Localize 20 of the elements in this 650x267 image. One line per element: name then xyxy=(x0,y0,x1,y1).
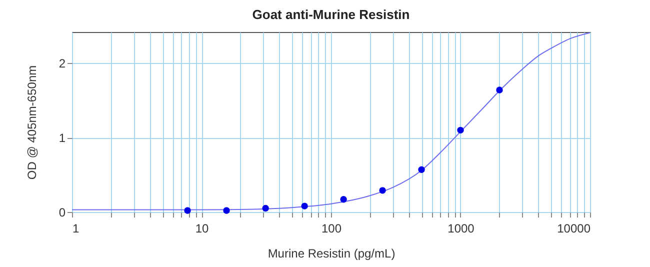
point xyxy=(340,196,347,203)
point xyxy=(418,166,425,173)
point xyxy=(457,126,464,134)
x-tick-label: 1000 xyxy=(448,222,475,236)
point xyxy=(496,86,503,94)
point xyxy=(379,187,386,194)
y-tick-label: 2 xyxy=(58,56,66,71)
x-axis-title: Murine Resistin (pg/mL) xyxy=(268,246,396,260)
y-tick-label: 0 xyxy=(58,206,66,220)
chart-title: Goat anti-Murine Resistin xyxy=(252,7,410,22)
x-tick-label: 10000 xyxy=(557,222,591,236)
y-axis-title: OD @ 405nm-650nm xyxy=(24,65,39,180)
point xyxy=(262,204,269,212)
x-tick-label: 1 xyxy=(72,222,80,236)
x-tick-label: 100 xyxy=(321,222,342,236)
x-tick-label: 10 xyxy=(195,222,209,236)
y-tick-label: 1 xyxy=(58,131,66,146)
point xyxy=(223,207,230,214)
point xyxy=(301,202,308,210)
point xyxy=(184,207,191,214)
